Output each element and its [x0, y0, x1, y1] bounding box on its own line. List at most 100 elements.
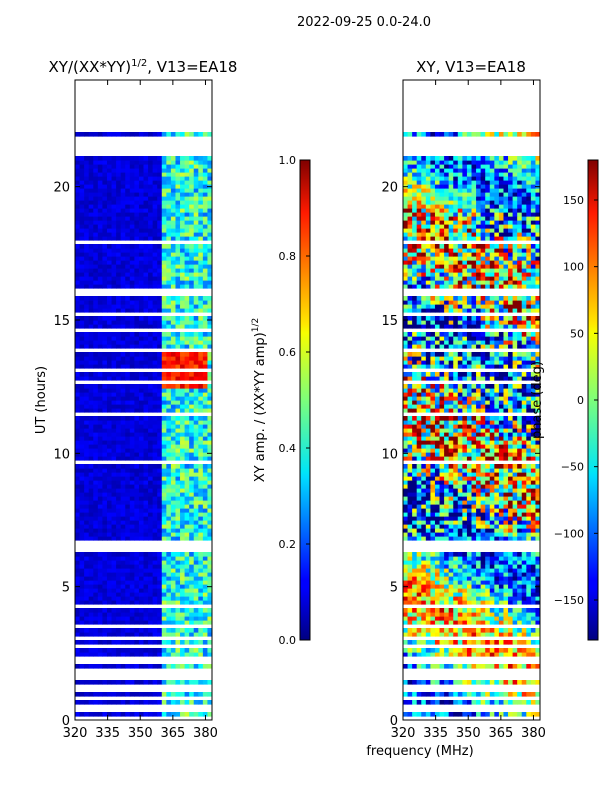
heatmap-cell [421, 440, 427, 445]
heatmap-cell [125, 188, 131, 193]
heatmap-cell [125, 308, 131, 313]
heatmap-cell [138, 532, 145, 537]
heatmap-cell [170, 568, 177, 573]
heatmap-cell [207, 508, 212, 513]
heatmap-cell [138, 184, 145, 189]
heatmap-cell [180, 532, 186, 537]
heatmap-cell [412, 600, 418, 605]
heatmap-cell [75, 712, 81, 717]
heatmap-cell [517, 536, 523, 541]
heatmap-cell [79, 204, 85, 209]
heatmap-cell [184, 532, 190, 537]
heatmap-cell [84, 272, 90, 277]
heatmap-cell [170, 360, 177, 365]
heatmap-cell [170, 648, 177, 653]
heatmap-cell [521, 528, 527, 533]
heatmap-cell [430, 444, 436, 449]
heatmap-cell [526, 500, 532, 505]
heatmap-cell [184, 228, 190, 233]
heatmap-cell [180, 648, 186, 653]
heatmap-cell [116, 620, 122, 625]
heatmap-cell [134, 272, 140, 277]
heatmap-cell [134, 252, 140, 257]
heatmap-cell [79, 428, 85, 433]
heatmap-cell [471, 456, 477, 461]
heatmap-cell [207, 628, 212, 633]
heatmap-cell [430, 664, 436, 669]
heatmap-cell [198, 180, 204, 185]
heatmap-cell [457, 496, 463, 501]
heatmap-cell [129, 360, 135, 365]
heatmap-cell [134, 556, 140, 561]
heatmap-cell [535, 580, 540, 585]
heatmap-cell [88, 180, 94, 185]
heatmap-cell [97, 508, 104, 513]
heatmap-cell [129, 236, 135, 241]
heatmap-cell [412, 476, 418, 481]
heatmap-cell [198, 284, 204, 289]
heatmap-cell [425, 588, 432, 593]
heatmap-cell [120, 500, 126, 505]
heatmap-cell [503, 648, 509, 653]
heatmap-cell [129, 268, 135, 273]
heatmap-cell [503, 504, 509, 509]
heatmap-cell [120, 196, 126, 201]
heatmap-cell [439, 504, 445, 509]
heatmap-cell [75, 196, 81, 201]
heatmap-cell [170, 252, 177, 257]
heatmap-cell [152, 528, 158, 533]
heatmap-cell [106, 132, 113, 137]
heatmap-cell [138, 512, 145, 517]
heatmap-cell [111, 160, 117, 165]
heatmap-cell [508, 612, 514, 617]
heatmap-cell [517, 456, 523, 461]
heatmap-cell [120, 272, 126, 277]
heatmap-cell [535, 680, 540, 685]
heatmap-cell [111, 648, 117, 653]
heatmap-cell [148, 212, 154, 217]
heatmap-cell [521, 504, 527, 509]
heatmap-cell [489, 560, 495, 565]
heatmap-cell [148, 236, 154, 241]
heatmap-cell [116, 392, 122, 397]
heatmap-cell [453, 524, 459, 529]
heatmap-cell [84, 532, 90, 537]
heatmap-cell [106, 164, 113, 169]
heatmap-cell [202, 224, 209, 229]
heatmap-cell [184, 168, 190, 173]
heatmap-cell [129, 576, 135, 581]
heatmap-cell [166, 360, 172, 365]
heatmap-cell [485, 648, 491, 653]
heatmap-cell [521, 616, 527, 621]
heatmap-cell [84, 584, 90, 589]
heatmap-cell [421, 628, 427, 633]
heatmap-cell [111, 244, 117, 249]
heatmap-cell [75, 164, 81, 169]
heatmap-cell [97, 340, 104, 345]
heatmap-cell [207, 392, 212, 397]
heatmap-cell [143, 400, 149, 405]
heatmap-cell [143, 572, 149, 577]
heatmap-cell [207, 300, 212, 305]
heatmap-cell [207, 484, 212, 489]
heatmap-cell [102, 476, 108, 481]
heatmap-cell [193, 268, 199, 273]
heatmap-cell [84, 560, 90, 565]
heatmap-cell [184, 572, 190, 577]
heatmap-cell [207, 580, 212, 585]
heatmap-cell [189, 212, 195, 217]
heatmap-cell [88, 496, 94, 501]
heatmap-cell [106, 212, 113, 217]
heatmap-cell [175, 132, 181, 137]
heatmap-cell [198, 440, 204, 445]
heatmap-cell [508, 448, 514, 453]
heatmap-cell [152, 564, 158, 569]
heatmap-cell [444, 512, 450, 517]
heatmap-cell [480, 596, 486, 601]
heatmap-cell [453, 648, 459, 653]
heatmap-cell [494, 492, 500, 497]
heatmap-cell [97, 300, 104, 305]
heatmap-cell [152, 512, 158, 517]
heatmap-cell [198, 408, 204, 413]
heatmap-cell [143, 580, 149, 585]
